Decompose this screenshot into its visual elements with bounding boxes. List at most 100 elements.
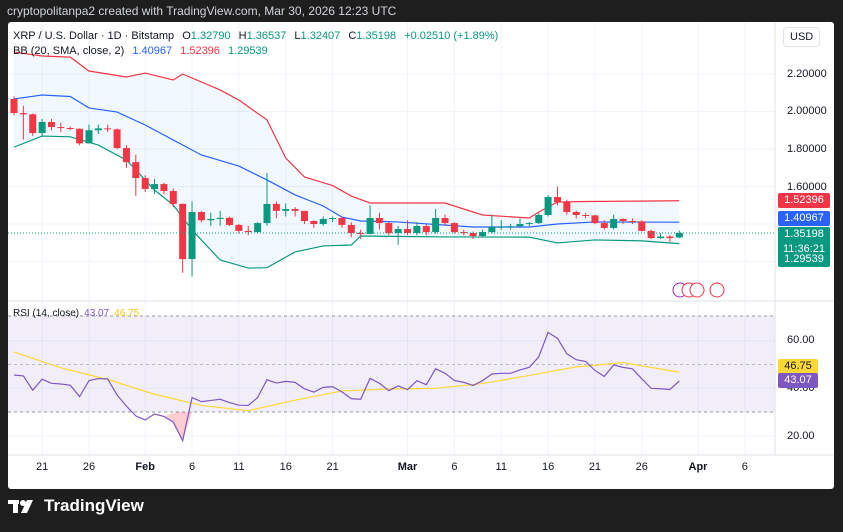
price-label: 2.00000 [787,105,827,117]
us-flag-icon[interactable] [689,282,705,298]
candle [628,218,636,224]
candle-body [591,215,599,224]
candle [235,224,243,234]
rsi-ma-tag: 46.75 [778,359,818,374]
candle [619,218,627,224]
candle [385,222,393,236]
candle [497,220,505,230]
candle [422,224,430,236]
candle [38,119,46,136]
candle-body [57,127,65,129]
rsi-line [13,331,680,443]
candle-body [94,128,102,131]
candle-body [657,236,665,239]
symbol-title: XRP / U.S. Dollar · 1D · Bitstamp [13,30,175,42]
tradingview-logo[interactable]: TradingView [8,496,144,516]
candle [638,220,646,232]
candle-body [19,113,27,115]
bollinger-bands [13,51,680,269]
event-markers[interactable] [672,282,725,298]
bb-fill [14,52,680,269]
candle [76,128,84,146]
candle [19,105,27,140]
time-label: Feb [135,461,155,473]
candle-body [600,223,608,228]
candle [507,224,515,230]
candle [553,186,561,206]
candle [94,124,102,134]
symbol-legend[interactable]: XRP / U.S. Dollar · 1D · Bitstamp O1.327… [13,30,499,42]
candle [122,145,130,168]
bb-legend[interactable]: BB (20, SMA, close, 2) 1.40967 1.52396 1… [13,45,273,57]
candle-body [113,129,121,149]
candle-body [488,227,496,233]
candle-body [76,128,84,144]
candle-body [628,221,636,222]
bb-lower-tag: 1.29539 [778,252,830,267]
rsi-lines [13,331,680,443]
candle-body [525,223,533,225]
rsi-legend[interactable]: RSI (14, close) 43.07 46.75 [13,308,144,319]
time-label: Mar [397,461,418,473]
candle-body [244,230,252,233]
rsi-tag: 43.07 [778,373,818,388]
candle-body [497,226,505,228]
candle-body [66,128,74,129]
candle-body [582,215,590,216]
candle-body [29,114,37,134]
candle [141,175,149,193]
candle [460,229,468,236]
candle-body [619,218,627,221]
candle-body [226,217,234,225]
candle [254,222,262,234]
us-flag-icon[interactable] [709,282,725,298]
candle [300,210,308,224]
time-label: 11 [495,461,507,473]
candle-body [375,218,383,224]
candle-body [169,191,177,204]
candle [104,124,112,133]
candle-body [432,218,440,233]
time-label: 6 [188,461,196,473]
candle [582,212,590,219]
candle [188,201,196,277]
candle-body [207,218,215,221]
candle [357,229,365,239]
candle-body [563,202,571,212]
time-label: Apr [688,461,708,473]
candle-body [638,221,646,231]
candle [563,199,571,215]
time-label: 26 [635,461,648,473]
bb-upper-line [13,51,680,219]
candle [488,214,496,234]
rsi-label: RSI (14, close) [13,308,80,319]
time-label: 11 [233,461,245,473]
open-value: 1.32790 [190,30,231,42]
candle [132,154,140,196]
candle [394,225,402,245]
candle-body [572,212,580,215]
price-label: 1.80000 [787,143,827,155]
candle [347,222,355,238]
grid-lines [8,22,775,455]
high-value: 1.36537 [246,30,287,42]
candle-body [347,224,355,233]
candle-body [469,233,477,236]
candle [291,207,299,217]
candle-body [479,232,486,236]
candle [151,179,159,194]
time-label: 16 [279,461,292,473]
candle [47,119,55,131]
bb-basis-tag: 1.40967 [778,211,830,226]
candle-body [366,218,374,234]
candle-body [188,212,196,260]
candle-body [235,224,243,231]
time-label: 21 [326,461,339,473]
bb-label: BB (20, SMA, close, 2) [13,45,125,57]
candle [591,214,599,224]
currency-button[interactable]: USD [783,27,821,47]
candle-body [544,197,552,215]
candle-body [160,184,168,191]
candle-body [422,226,430,233]
